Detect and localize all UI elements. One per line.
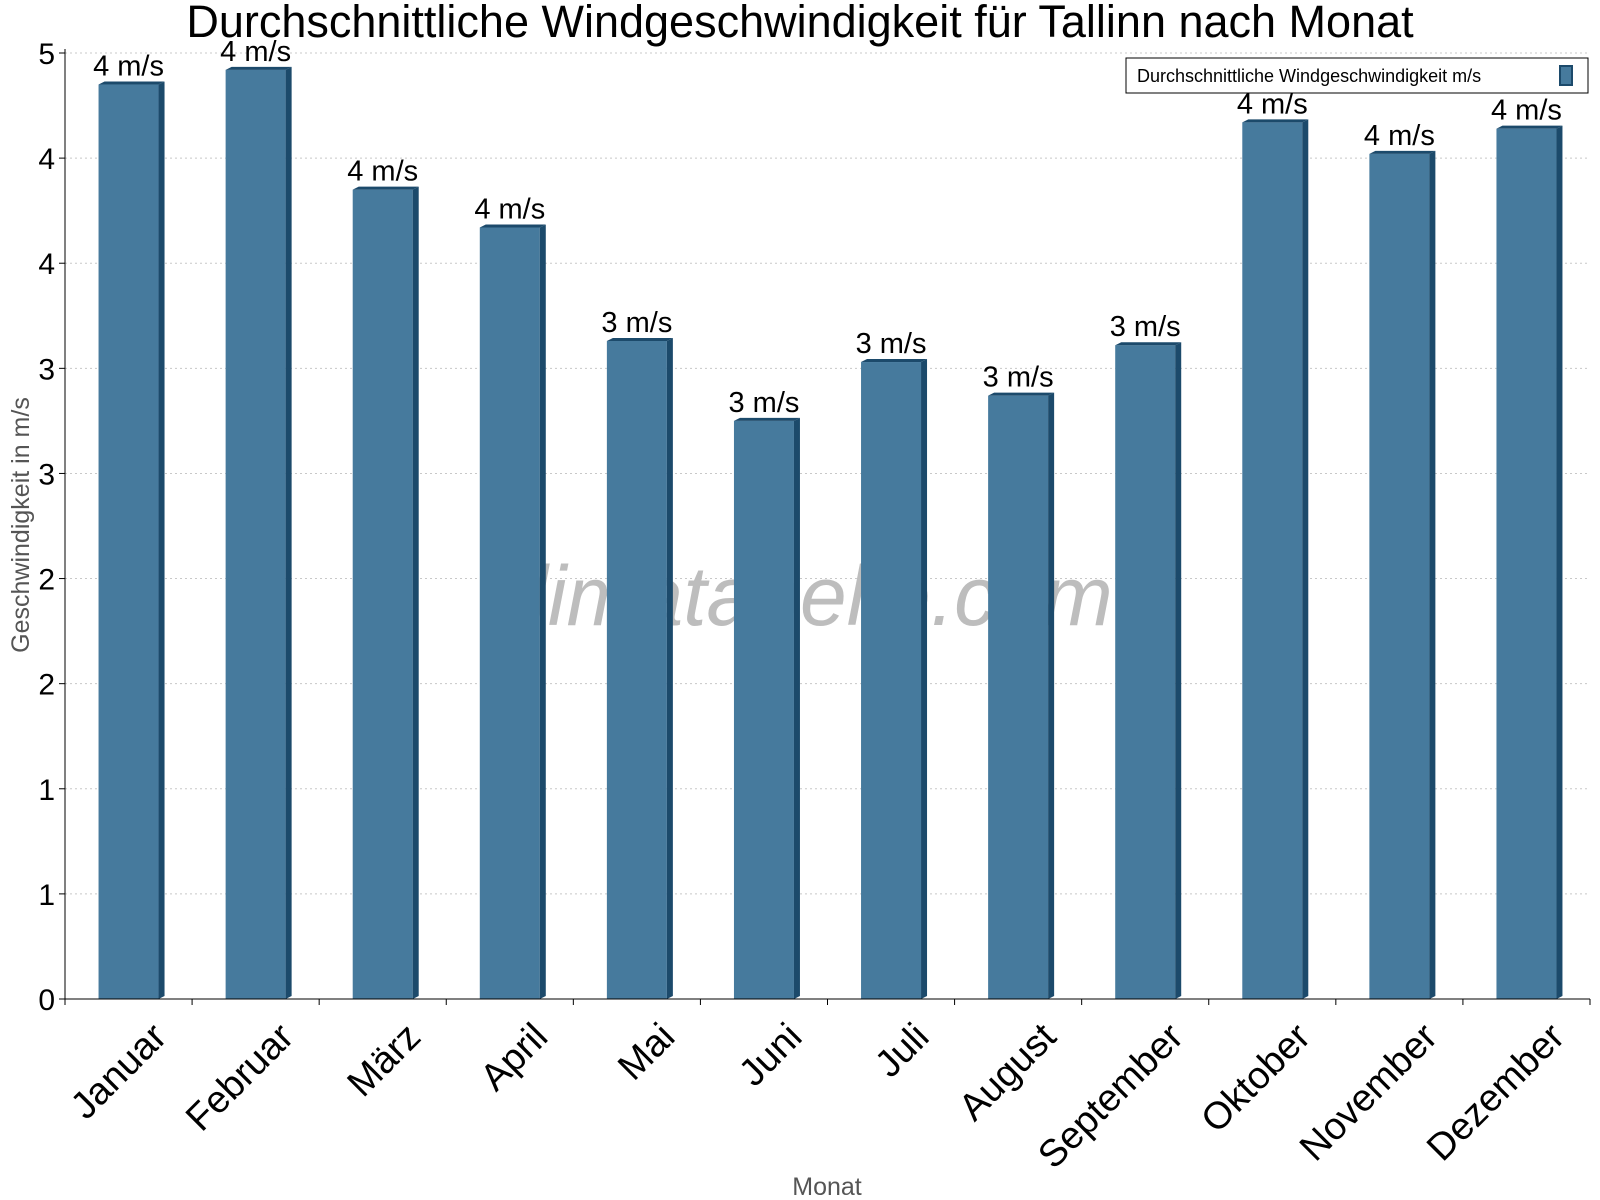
- legend: Durchschnittliche Windgeschwindigkeit m/…: [1125, 57, 1589, 94]
- x-tick-label: Januar: [63, 1015, 175, 1127]
- bar-top: [861, 359, 928, 363]
- bar-top: [1115, 342, 1182, 346]
- bar: [733, 420, 794, 999]
- bars: [98, 66, 1563, 1000]
- y-tick-label: 0: [38, 984, 55, 1017]
- legend-box: [1125, 57, 1589, 94]
- bar: [352, 189, 413, 1000]
- y-axis-label: Geschwindigkeit in m/s: [7, 397, 35, 653]
- x-tick-label: Dezember: [1419, 1015, 1573, 1169]
- data-label: 4 m/s: [1491, 95, 1562, 127]
- x-tick-label: Juli: [867, 1016, 937, 1086]
- y-tick-label: 5: [38, 38, 55, 71]
- data-label: 3 m/s: [983, 362, 1054, 394]
- y-tick-label: 1: [38, 879, 55, 912]
- bar: [988, 395, 1049, 999]
- bar: [98, 84, 159, 1000]
- bar-side: [539, 224, 546, 1000]
- bar-side: [158, 81, 165, 1000]
- y-tick-label: 4: [38, 143, 55, 176]
- grid-lines: [65, 52, 1590, 895]
- bar-side: [1175, 342, 1182, 1000]
- axes: [59, 49, 1591, 1005]
- bar: [225, 69, 286, 1000]
- data-label: 4 m/s: [347, 156, 418, 188]
- bar-top: [733, 417, 800, 421]
- x-tick-label: April: [473, 1016, 556, 1099]
- chart-title: Durchschnittliche Windgeschwindigkeit fü…: [186, 0, 1414, 47]
- data-label: 4 m/s: [93, 51, 164, 83]
- bar: [1496, 128, 1557, 999]
- bar-top: [479, 224, 546, 228]
- x-tick-label: Mai: [610, 1016, 683, 1089]
- bar: [1369, 153, 1430, 999]
- bar: [479, 227, 540, 1000]
- x-tick-label: Februar: [178, 1015, 302, 1139]
- bar-top: [225, 66, 292, 70]
- bar: [1242, 122, 1303, 999]
- data-label: 3 m/s: [729, 387, 800, 419]
- bar-top: [352, 186, 419, 190]
- bar: [606, 341, 667, 999]
- bar-top: [1496, 125, 1563, 129]
- y-tick-label: 3: [38, 458, 55, 491]
- data-label: 4 m/s: [1364, 120, 1435, 152]
- bar-top: [98, 81, 165, 85]
- data-labels: 4 m/s 4 m/s 4 m/s 4 m/s 3 m/s 3 m/s 3 m/s 3 m/s…: [93, 36, 1562, 419]
- bar-side: [793, 417, 800, 999]
- legend-swatch: [1559, 65, 1573, 86]
- y-tick-label: 3: [38, 353, 55, 386]
- bar-side: [412, 186, 419, 1000]
- bar: [1115, 345, 1176, 1000]
- bar-side: [666, 338, 673, 999]
- y-tick-label: 2: [38, 669, 55, 702]
- y-tick-label: 1: [38, 774, 55, 807]
- data-label: 4 m/s: [474, 193, 545, 225]
- x-tick-label: Oktober: [1193, 1015, 1319, 1141]
- bar-side: [1048, 392, 1055, 999]
- bar: [861, 362, 922, 999]
- data-label: 4 m/s: [1237, 88, 1308, 120]
- bar-side: [921, 359, 928, 999]
- x-tick-label: März: [340, 1016, 429, 1105]
- data-label: 3 m/s: [1110, 311, 1181, 343]
- bar-side: [285, 66, 292, 1000]
- bar-top: [988, 392, 1055, 396]
- x-tick-label: Juni: [731, 1016, 810, 1095]
- bar-top: [1369, 150, 1436, 154]
- data-label: 3 m/s: [856, 328, 927, 360]
- bar-side: [1429, 150, 1436, 999]
- y-tick-label: 2: [38, 564, 55, 597]
- x-axis-label: Monat: [792, 1173, 862, 1200]
- x-tick-label: August: [951, 1015, 1065, 1129]
- data-label: 4 m/s: [220, 36, 291, 68]
- bar-side: [1302, 119, 1309, 999]
- x-tick-label: November: [1292, 1015, 1446, 1169]
- bar-top: [606, 338, 673, 342]
- y-tick-label: 4: [38, 248, 55, 281]
- bar-side: [1556, 125, 1563, 1000]
- legend-label: Durchschnittliche Windgeschwindigkeit m/…: [1137, 66, 1481, 86]
- bar-top: [1242, 119, 1309, 123]
- data-label: 3 m/s: [601, 307, 672, 339]
